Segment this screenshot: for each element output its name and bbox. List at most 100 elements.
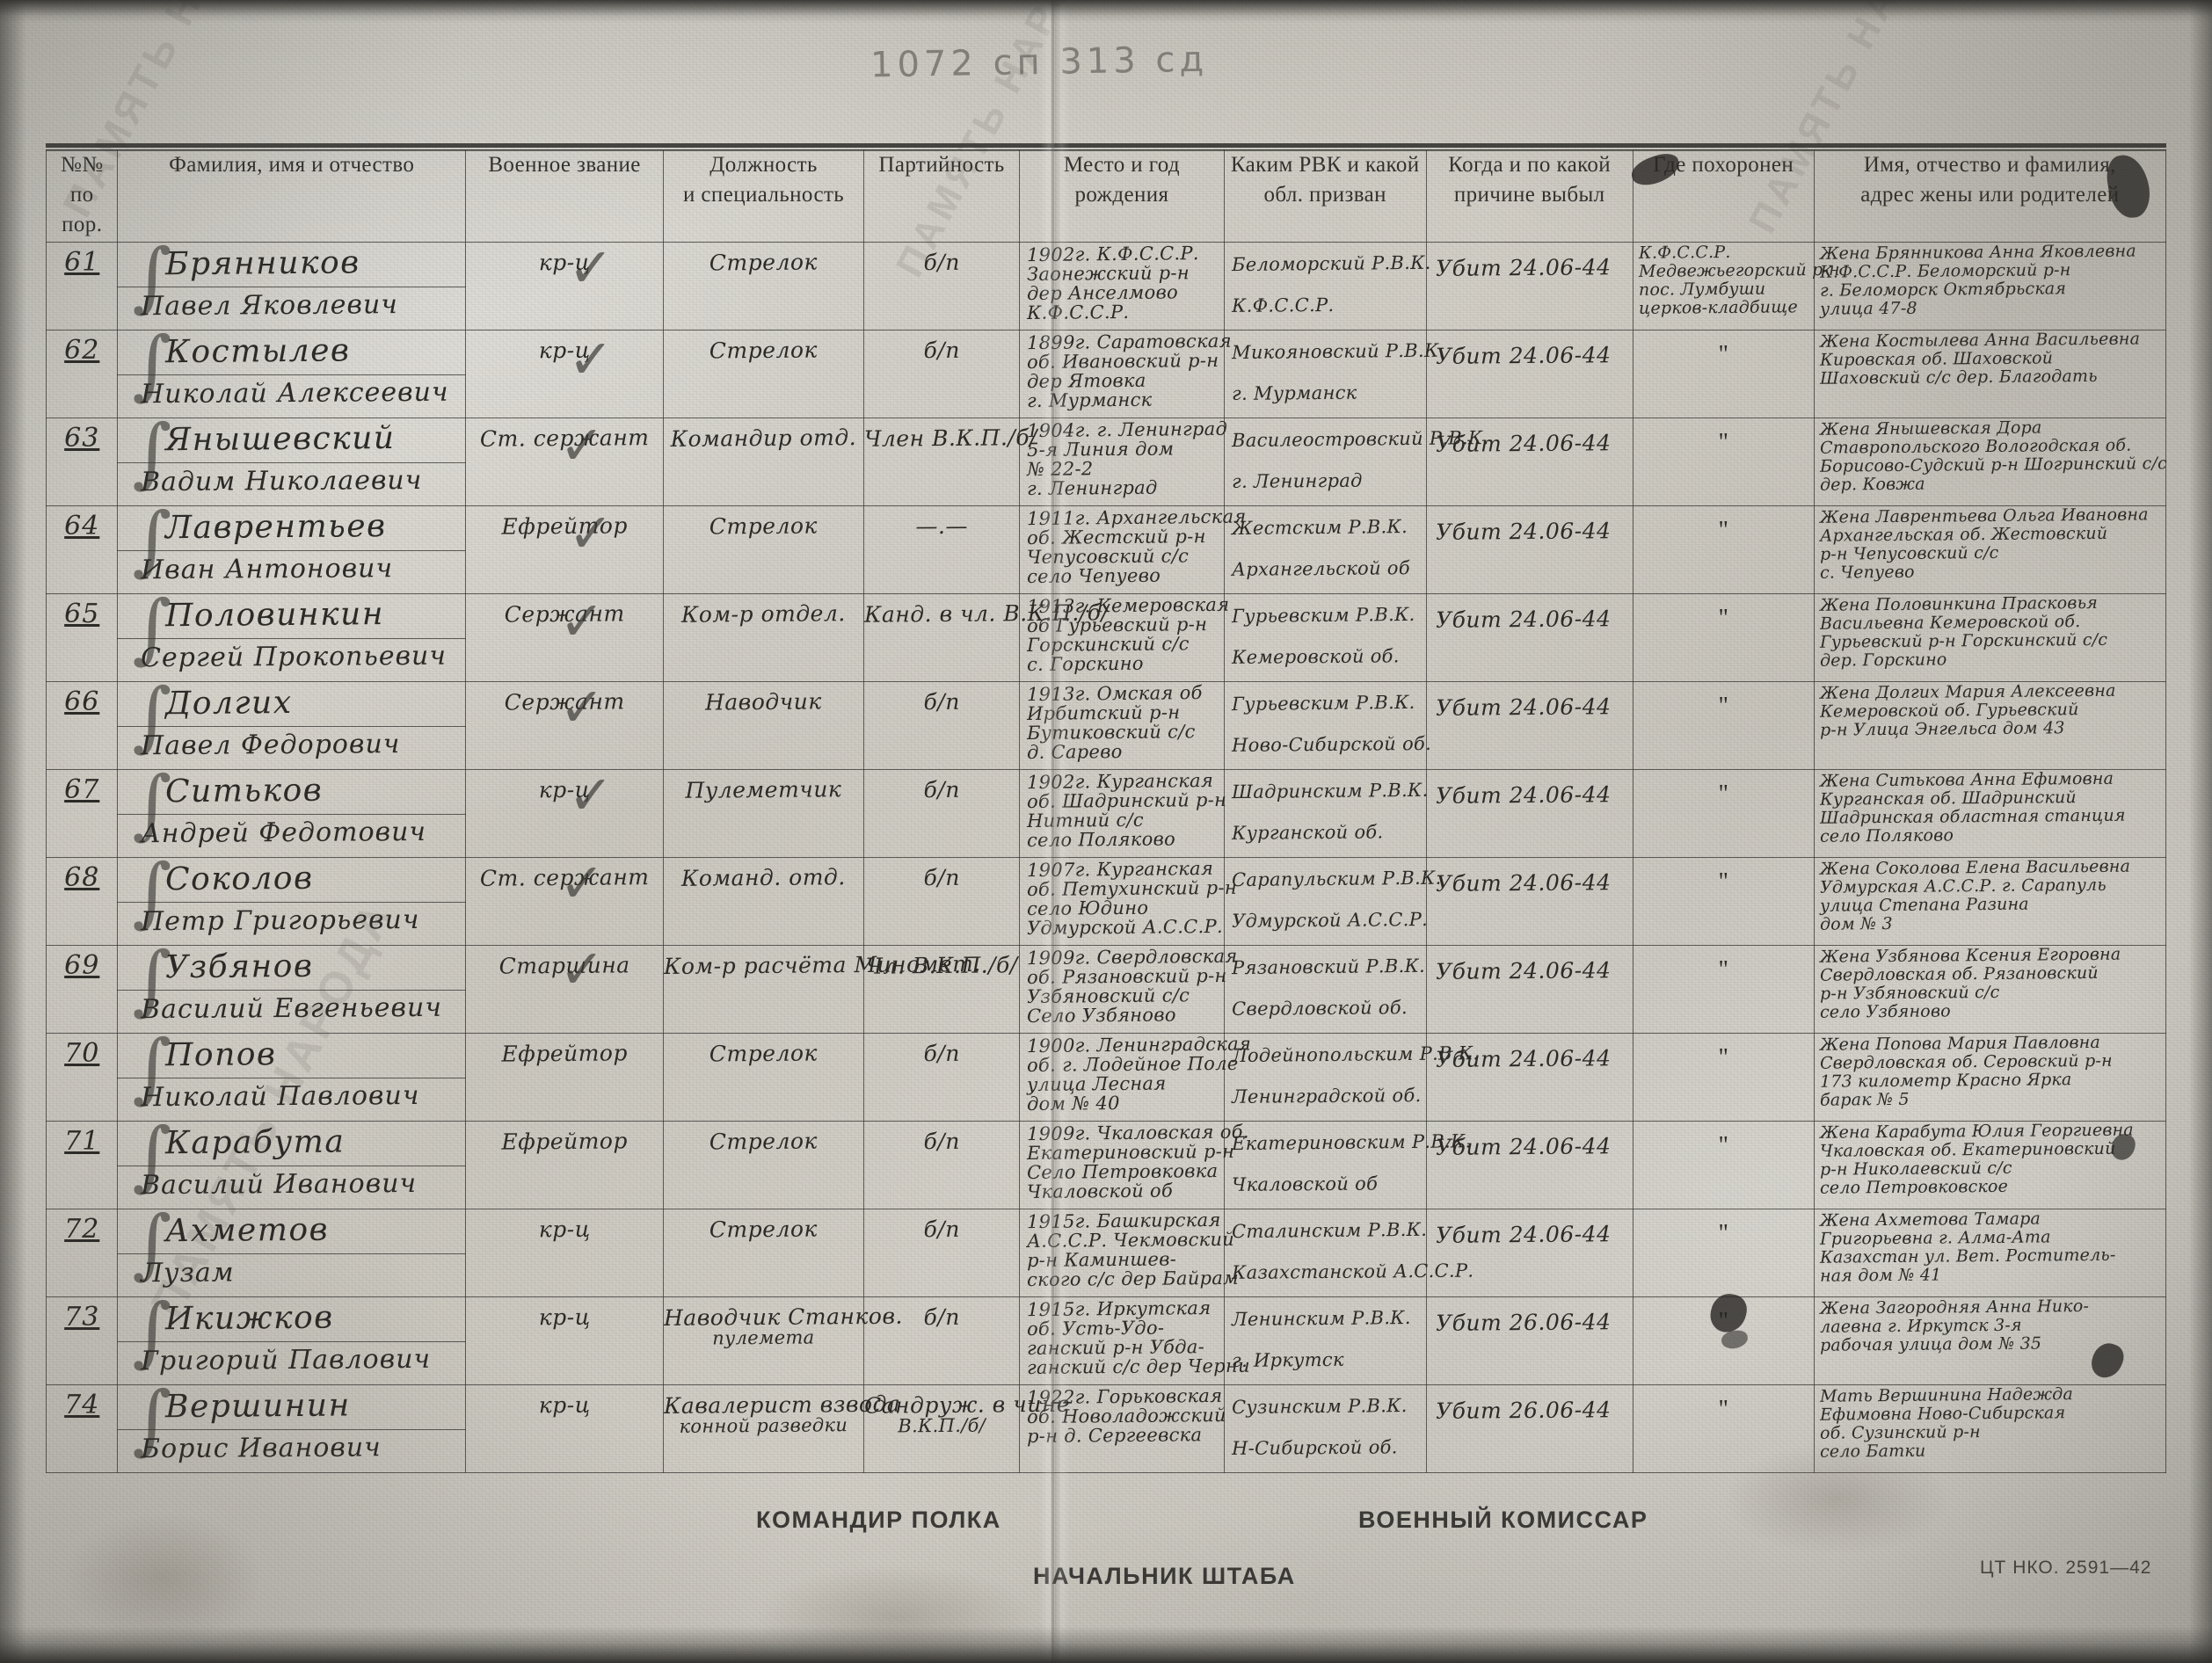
cell-draft-office: Гурьевским Р.В.К. Кемеровской об. (1223, 593, 1427, 682)
birthplace-line: А.С.С.Р. Чекмовский (1027, 1228, 1235, 1252)
cell-burial: " (1632, 330, 1815, 418)
cause-of-loss: Убит 24.06-44 (1435, 781, 1612, 809)
birthplace-line: 1913г. Кемеровская (1027, 593, 1230, 618)
cell-rank: Ефрейтор (464, 1033, 665, 1122)
cell-number: 67 (45, 769, 119, 858)
row-number: 71 (64, 1126, 100, 1157)
header-line: пор. (62, 212, 103, 236)
birthplace-line: Горскинский с/с (1027, 633, 1190, 656)
cell-number: 65 (45, 593, 119, 682)
row-number: 66 (64, 686, 100, 717)
next-of-kin-line: ная дом № 41 (1819, 1265, 1942, 1286)
cell-number: 69 (45, 945, 119, 1034)
cell-patronymic: Павел Федорович (117, 726, 466, 770)
cell-burial: " (1632, 1033, 1815, 1122)
cell-number: 71 (45, 1121, 119, 1209)
table-row: 72 ∫ Ахметов кр-ц Стрелок б/п 1915г. Башкирска… (45, 1206, 2167, 1297)
cell-party: б/п (862, 242, 1021, 330)
header-line: причине выбыл (1453, 182, 1605, 207)
cause-of-loss: Убит 26.06-44 (1435, 1309, 1612, 1336)
birthplace-line: 1900г. Ленинградская (1027, 1033, 1252, 1057)
burial-ditto: " (1718, 1396, 1728, 1423)
draft-office-line: Н-Сибирской об. (1231, 1436, 1398, 1459)
cell-surname: ∫ Костылев (117, 327, 466, 403)
party-membership: б/п (923, 249, 960, 276)
cell-surname: ∫ Узбянов (117, 942, 466, 1018)
table-row: 74 ∫ Вершинин кр-ц Кавалерист взвода конной р… (45, 1382, 2167, 1473)
cell-party: б/п (862, 1121, 1021, 1209)
cell-birthplace: 1904г. г. Ленинград 5-я Линия дом № 22-2 г.… (1019, 418, 1227, 506)
cell-number: 68 (45, 857, 119, 946)
col-header-burial-place: Где похоронен (1632, 149, 1815, 243)
draft-office-line: Жестским Р.В.К. (1231, 516, 1408, 540)
position: Командир отд. (670, 425, 857, 452)
cell-birthplace: 1902г. К.Ф.С.С.Р. Заонежский р-н дер Ансел… (1019, 242, 1225, 330)
table-row: 71 ∫ Карабута Ефрейтор Стрелок б/п 1909г. Чкал… (45, 1118, 2167, 1209)
next-of-kin-line: село Петровковское (1819, 1176, 2008, 1198)
cell-surname: ∫ Вершинин (117, 1382, 466, 1457)
cell-number: 61 (45, 242, 119, 330)
col-header-party-membership: Партийность (862, 149, 1021, 243)
cell-birthplace: 1915г. Башкирская А.С.С.Р. Чекмовский р-н … (1019, 1209, 1239, 1297)
cell-draft-office: Шадринским Р.В.К. Курганской об. (1223, 769, 1428, 858)
military-rank: кр-ц (538, 1304, 591, 1331)
burial-ditto: " (1718, 956, 1728, 984)
position: Стрелок (709, 1216, 819, 1243)
cell-birthplace: 1922г. Горьковская об. Новоладожский р-н д… (1019, 1384, 1226, 1473)
cell-position: Стрелок (663, 1209, 864, 1297)
cell-party: Чл. В.К.П./б/ (862, 945, 1021, 1034)
cell-cause: Убит 24.06-44 (1425, 857, 1634, 946)
surname: Лаврентьев (165, 508, 388, 547)
next-of-kin-line: барак № 5 (1819, 1089, 1910, 1110)
draft-office-line: К.Ф.С.С.Р. (1231, 294, 1335, 316)
cell-birthplace: 1900г. Ленинградская об. г. Лодейное Поле… (1019, 1033, 1252, 1122)
party-membership: б/п (923, 776, 960, 803)
cell-rank: Ефрейтор (464, 1121, 665, 1209)
table-row: 67 ∫ Ситьков кр-ц Пулеметчик б/п 1902г. Курган… (45, 766, 2167, 858)
cell-birthplace: 1902г. Курганская об. Шадринский р-н Нитни… (1019, 769, 1227, 858)
cell-draft-office: Микояновский Р.В.К. г. Мурманск (1223, 330, 1444, 418)
cell-burial: " (1632, 593, 1815, 682)
cell-cause: Убит 24.06-44 (1425, 1209, 1634, 1297)
cell-birthplace: 1915г. Иркутская об. Усть-Удо-ганский р-н… (1019, 1296, 1250, 1385)
cell-surname: ∫ Ахметов (117, 1206, 466, 1282)
cell-party: б/п (862, 330, 1021, 418)
cell-rank: Сержант (464, 681, 665, 770)
birthplace-line: об. Петухинский р-н (1027, 876, 1238, 900)
col-header-number: №№ по пор. (45, 149, 119, 243)
cell-surname: ∫ Ситьков (117, 766, 466, 842)
birthplace-line: 1899г. Саратовская (1027, 330, 1233, 354)
birthplace-line: 1915г. Башкирская (1027, 1209, 1221, 1233)
cell-birthplace: 1909г. Свердловская об. Рязановский р-н Уз… (1019, 945, 1238, 1034)
cell-draft-office: Екатериновским Р.В.К. Чкаловской об (1223, 1121, 1471, 1209)
cell-number: 73 (45, 1296, 119, 1385)
form-code-text: ЦТ НКО. 2591—42 (1980, 1558, 2152, 1578)
birthplace-line: об. Ивановский р-н (1027, 350, 1219, 373)
party-membership: Канд. в чл. В.К.П./б/ (863, 599, 1110, 628)
cell-patronymic: Николай Павлович (117, 1078, 466, 1122)
row-number: 65 (64, 599, 100, 629)
position: Стрелок (709, 512, 819, 540)
cell-number: 74 (45, 1384, 119, 1473)
cell-draft-office: Рязановский Р.В.К. Свердловской об. (1223, 945, 1427, 1034)
birthplace-line: Заонежский р-н (1027, 262, 1190, 285)
military-rank: кр-ц (538, 776, 591, 803)
draft-office-line: Сузинским Р.В.К. (1231, 1395, 1408, 1419)
burial-ditto: " (1718, 605, 1728, 632)
cell-party: б/п (862, 857, 1021, 946)
cell-cause: Убит 24.06-44 (1425, 242, 1634, 330)
surname: Ахметов (165, 1211, 330, 1250)
cell-next-of-kin: Жена Карабута Юлия Георгиевна Чкаловская … (1813, 1121, 2167, 1209)
birthplace-line: 1902г. К.Ф.С.С.Р. (1027, 243, 1200, 266)
party-membership: б/п (923, 1304, 960, 1331)
cell-party: Член В.К.П./б/ (862, 418, 1037, 506)
cell-surname: ∫ Лаврентьев (117, 503, 466, 578)
birthplace-line: К.Ф.С.С.Р. (1027, 301, 1130, 323)
birthplace-line: об Гурьевский р-н (1027, 614, 1208, 636)
cell-cause: Убит 24.06-44 (1425, 1121, 1634, 1209)
position: Ком-р расчёта Миномет. (664, 950, 982, 979)
cell-position: Наводчик Станков. пулемета (663, 1296, 903, 1385)
position: Ком-р отдел. (681, 600, 847, 628)
cause-of-loss: Убит 26.06-44 (1435, 1397, 1612, 1424)
party-membership: б/п (923, 1040, 960, 1067)
